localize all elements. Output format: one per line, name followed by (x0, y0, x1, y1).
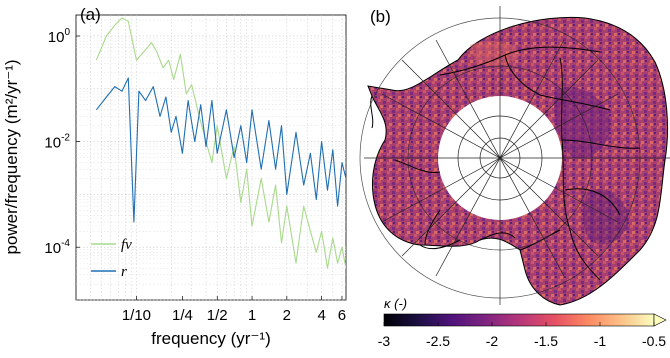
legend-label-fv: fv (121, 237, 132, 253)
x-tick-label: 2 (283, 307, 291, 324)
colorbar-tick-label: -2 (486, 333, 499, 349)
y-tick-label: 100 (48, 27, 71, 46)
x-tick-label: 4 (317, 307, 325, 324)
colorbar-tick-label: -3 (378, 333, 391, 349)
x-tick-label: 1 (248, 307, 256, 324)
graticule (359, 6, 670, 305)
panel-b: (b) (359, 6, 670, 349)
series-group (95, 17, 346, 269)
y-tick-label: 10-2 (44, 133, 70, 152)
colorbar-tick-label: -0.5 (642, 333, 666, 349)
colorbar-tick-label: -2.5 (426, 333, 450, 349)
x-tick-label: 1/2 (207, 307, 228, 324)
colorbar-tick-label: -1.5 (534, 333, 558, 349)
ice-shelf-patch (582, 189, 629, 245)
ice-shelf-patch (470, 41, 520, 66)
colorbar-gradient (383, 313, 655, 327)
coastline (370, 95, 516, 250)
colorbar: κ (-) -3 -2.5 -2 -1.5 -1 -0.5 (378, 296, 667, 349)
x-axis-label: frequency (yr⁻¹) (151, 329, 271, 348)
x-tick-label: 6 (338, 307, 346, 324)
plot-area: 1/10 1/4 1/2 1 2 4 6 100 10-2 10-4 (44, 14, 347, 324)
y-tick-label: 10-4 (44, 238, 70, 257)
x-tick-label: 1/4 (172, 307, 193, 324)
antarctica-map (359, 6, 670, 306)
series-line-r (95, 77, 346, 223)
colorbar-tick-label: -1 (594, 333, 607, 349)
series-line-fv (95, 17, 346, 269)
legend-label-r: r (121, 264, 127, 280)
panel-a: (a) 1/10 1/4 1/2 1 2 4 6 100 10-2 10-4 frequency … (2, 5, 347, 348)
panel-b-label: (b) (370, 7, 391, 26)
colorbar-label: κ (-) (384, 296, 407, 311)
legend: fv r (91, 237, 132, 280)
colorbar-ticks: -3 -2.5 -2 -1.5 -1 -0.5 (378, 322, 666, 349)
y-axis-label: power/frequency (m²/yr⁻¹) (2, 59, 21, 254)
tick-group: 1/10 1/4 1/2 1 2 4 6 100 10-2 10-4 (44, 27, 346, 324)
x-tick-label: 1/10 (122, 307, 151, 324)
colorbar-extend-arrow (653, 313, 667, 327)
panel-a-label: (a) (80, 5, 101, 24)
